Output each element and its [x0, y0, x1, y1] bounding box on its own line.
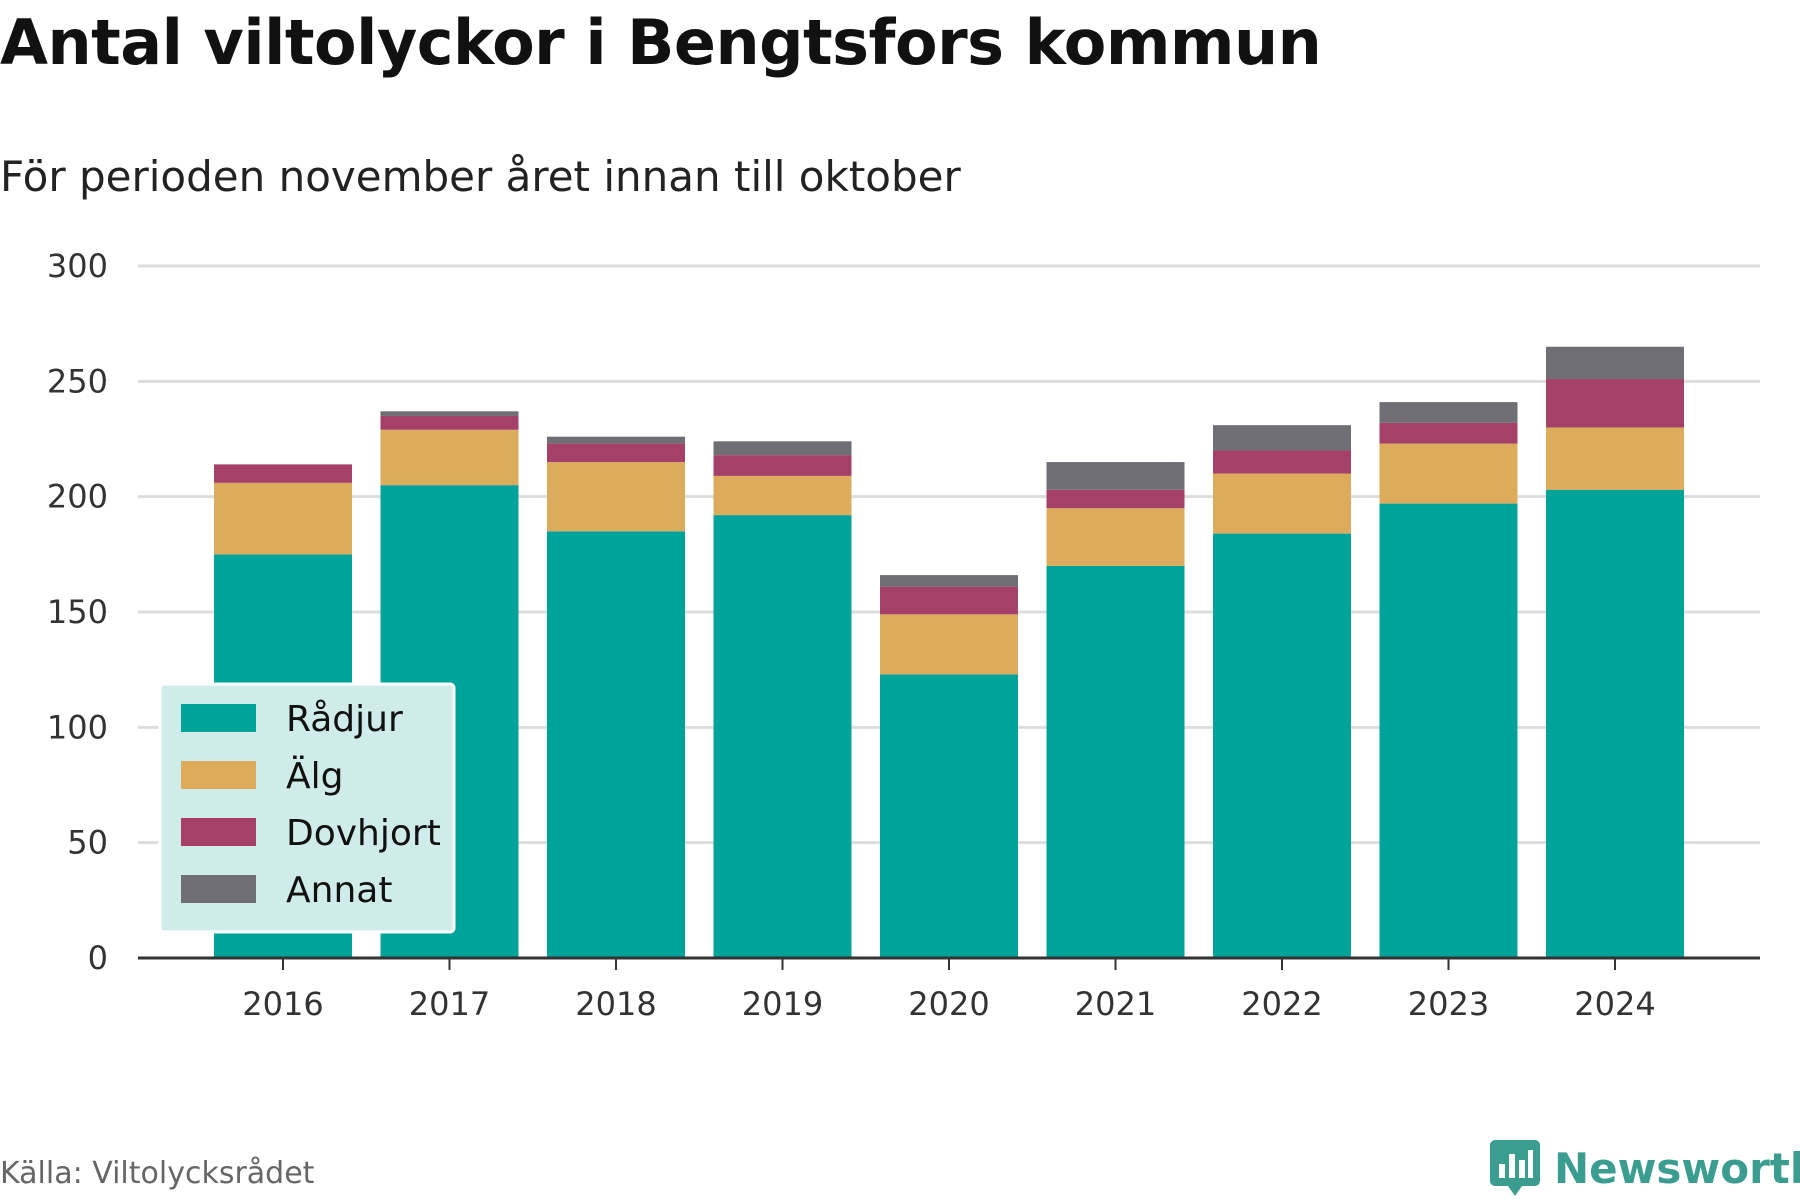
legend-box — [158, 682, 456, 934]
bar-segment-älg-2022[interactable] — [1213, 473, 1351, 534]
bar-segment-rådjur-2019[interactable] — [713, 515, 852, 958]
legend-swatch-rådjur — [181, 704, 256, 732]
bar-segment-rådjur-2018[interactable] — [547, 531, 685, 958]
bar-chart-logo-icon — [1490, 1140, 1540, 1196]
brand-logo[interactable]: Newsworthy — [1490, 1140, 1800, 1196]
bar-segment-älg-2018[interactable] — [547, 462, 685, 532]
bar-segment-älg-2023[interactable] — [1379, 443, 1518, 504]
bar-segment-annat-2018[interactable] — [547, 436, 685, 444]
bar-segment-rådjur-2022[interactable] — [1213, 533, 1351, 958]
y-tick-label: 150 — [47, 593, 108, 631]
bar-segment-annat-2019[interactable] — [713, 441, 852, 456]
x-tick-label: 2021 — [1075, 985, 1156, 1023]
bar-segment-annat-2021[interactable] — [1046, 462, 1185, 490]
x-tick-label: 2022 — [1241, 985, 1322, 1023]
y-tick-label: 100 — [47, 708, 108, 746]
bar-segment-dovhjort-2019[interactable] — [713, 455, 852, 476]
y-tick-label: 50 — [67, 824, 108, 862]
bar-segment-älg-2017[interactable] — [380, 429, 519, 486]
legend-label: Dovhjort — [286, 813, 441, 854]
bar-segment-älg-2024[interactable] — [1546, 427, 1684, 490]
x-tick-label: 2023 — [1408, 985, 1489, 1023]
bar-segment-älg-2016[interactable] — [214, 482, 352, 555]
bar-segment-annat-2020[interactable] — [880, 575, 1018, 587]
legend-label: Älg — [286, 755, 343, 797]
legend-label: Annat — [286, 870, 392, 911]
bar-segment-dovhjort-2021[interactable] — [1046, 489, 1185, 509]
legend-swatch-annat — [181, 875, 256, 903]
bar-segment-dovhjort-2022[interactable] — [1213, 450, 1351, 474]
bar-segment-annat-2022[interactable] — [1213, 425, 1351, 451]
bar-segment-dovhjort-2023[interactable] — [1379, 422, 1518, 444]
bar-segment-älg-2020[interactable] — [880, 614, 1018, 675]
y-tick-label: 0 — [88, 939, 108, 977]
bar-segment-älg-2019[interactable] — [713, 475, 852, 516]
bar-segment-rådjur-2020[interactable] — [880, 674, 1018, 958]
bar-segment-rådjur-2023[interactable] — [1379, 503, 1518, 958]
bar-segment-rådjur-2021[interactable] — [1046, 565, 1185, 958]
x-tick-label: 2024 — [1574, 985, 1655, 1023]
axes: 0 50 100 150 200 250 300 2016 2017 2018 2019 2020 20… — [47, 247, 1760, 1023]
legend-label: Rådjur — [286, 699, 403, 740]
chart-title: Antal viltolyckor i Bengtsfors kommun — [0, 6, 1322, 79]
brand-name: Newsworthy — [1554, 1143, 1800, 1193]
source-note: Källa: Viltolycksrådet — [0, 1156, 315, 1191]
y-tick-label: 300 — [47, 247, 108, 285]
bar-segment-annat-2023[interactable] — [1379, 402, 1518, 423]
legend-swatch-älg — [181, 761, 256, 789]
y-tick-label: 200 — [47, 478, 108, 516]
bar-segment-dovhjort-2017[interactable] — [380, 415, 519, 430]
bar-segment-älg-2021[interactable] — [1046, 508, 1185, 566]
bar-segment-dovhjort-2018[interactable] — [547, 443, 685, 463]
bar-segment-annat-2017[interactable] — [380, 411, 519, 416]
chart-subtitle: För perioden november året innan till ok… — [0, 152, 961, 201]
bar-segment-dovhjort-2024[interactable] — [1546, 379, 1684, 428]
x-tick-label: 2018 — [575, 985, 656, 1023]
x-tick-label: 2019 — [742, 985, 823, 1023]
x-tick-label: 2017 — [409, 985, 490, 1023]
y-tick-label: 250 — [47, 362, 108, 400]
legend-swatch-dovhjort — [181, 818, 256, 846]
bar-segment-annat-2024[interactable] — [1546, 346, 1684, 380]
bar-segment-dovhjort-2016[interactable] — [214, 464, 352, 483]
bar-segment-dovhjort-2020[interactable] — [880, 586, 1018, 615]
legend: Rådjur Älg Dovhjort Annat — [158, 682, 456, 934]
x-tick-label: 2016 — [242, 985, 323, 1023]
x-tick-label: 2020 — [908, 985, 989, 1023]
bar-segment-rådjur-2024[interactable] — [1546, 489, 1684, 958]
